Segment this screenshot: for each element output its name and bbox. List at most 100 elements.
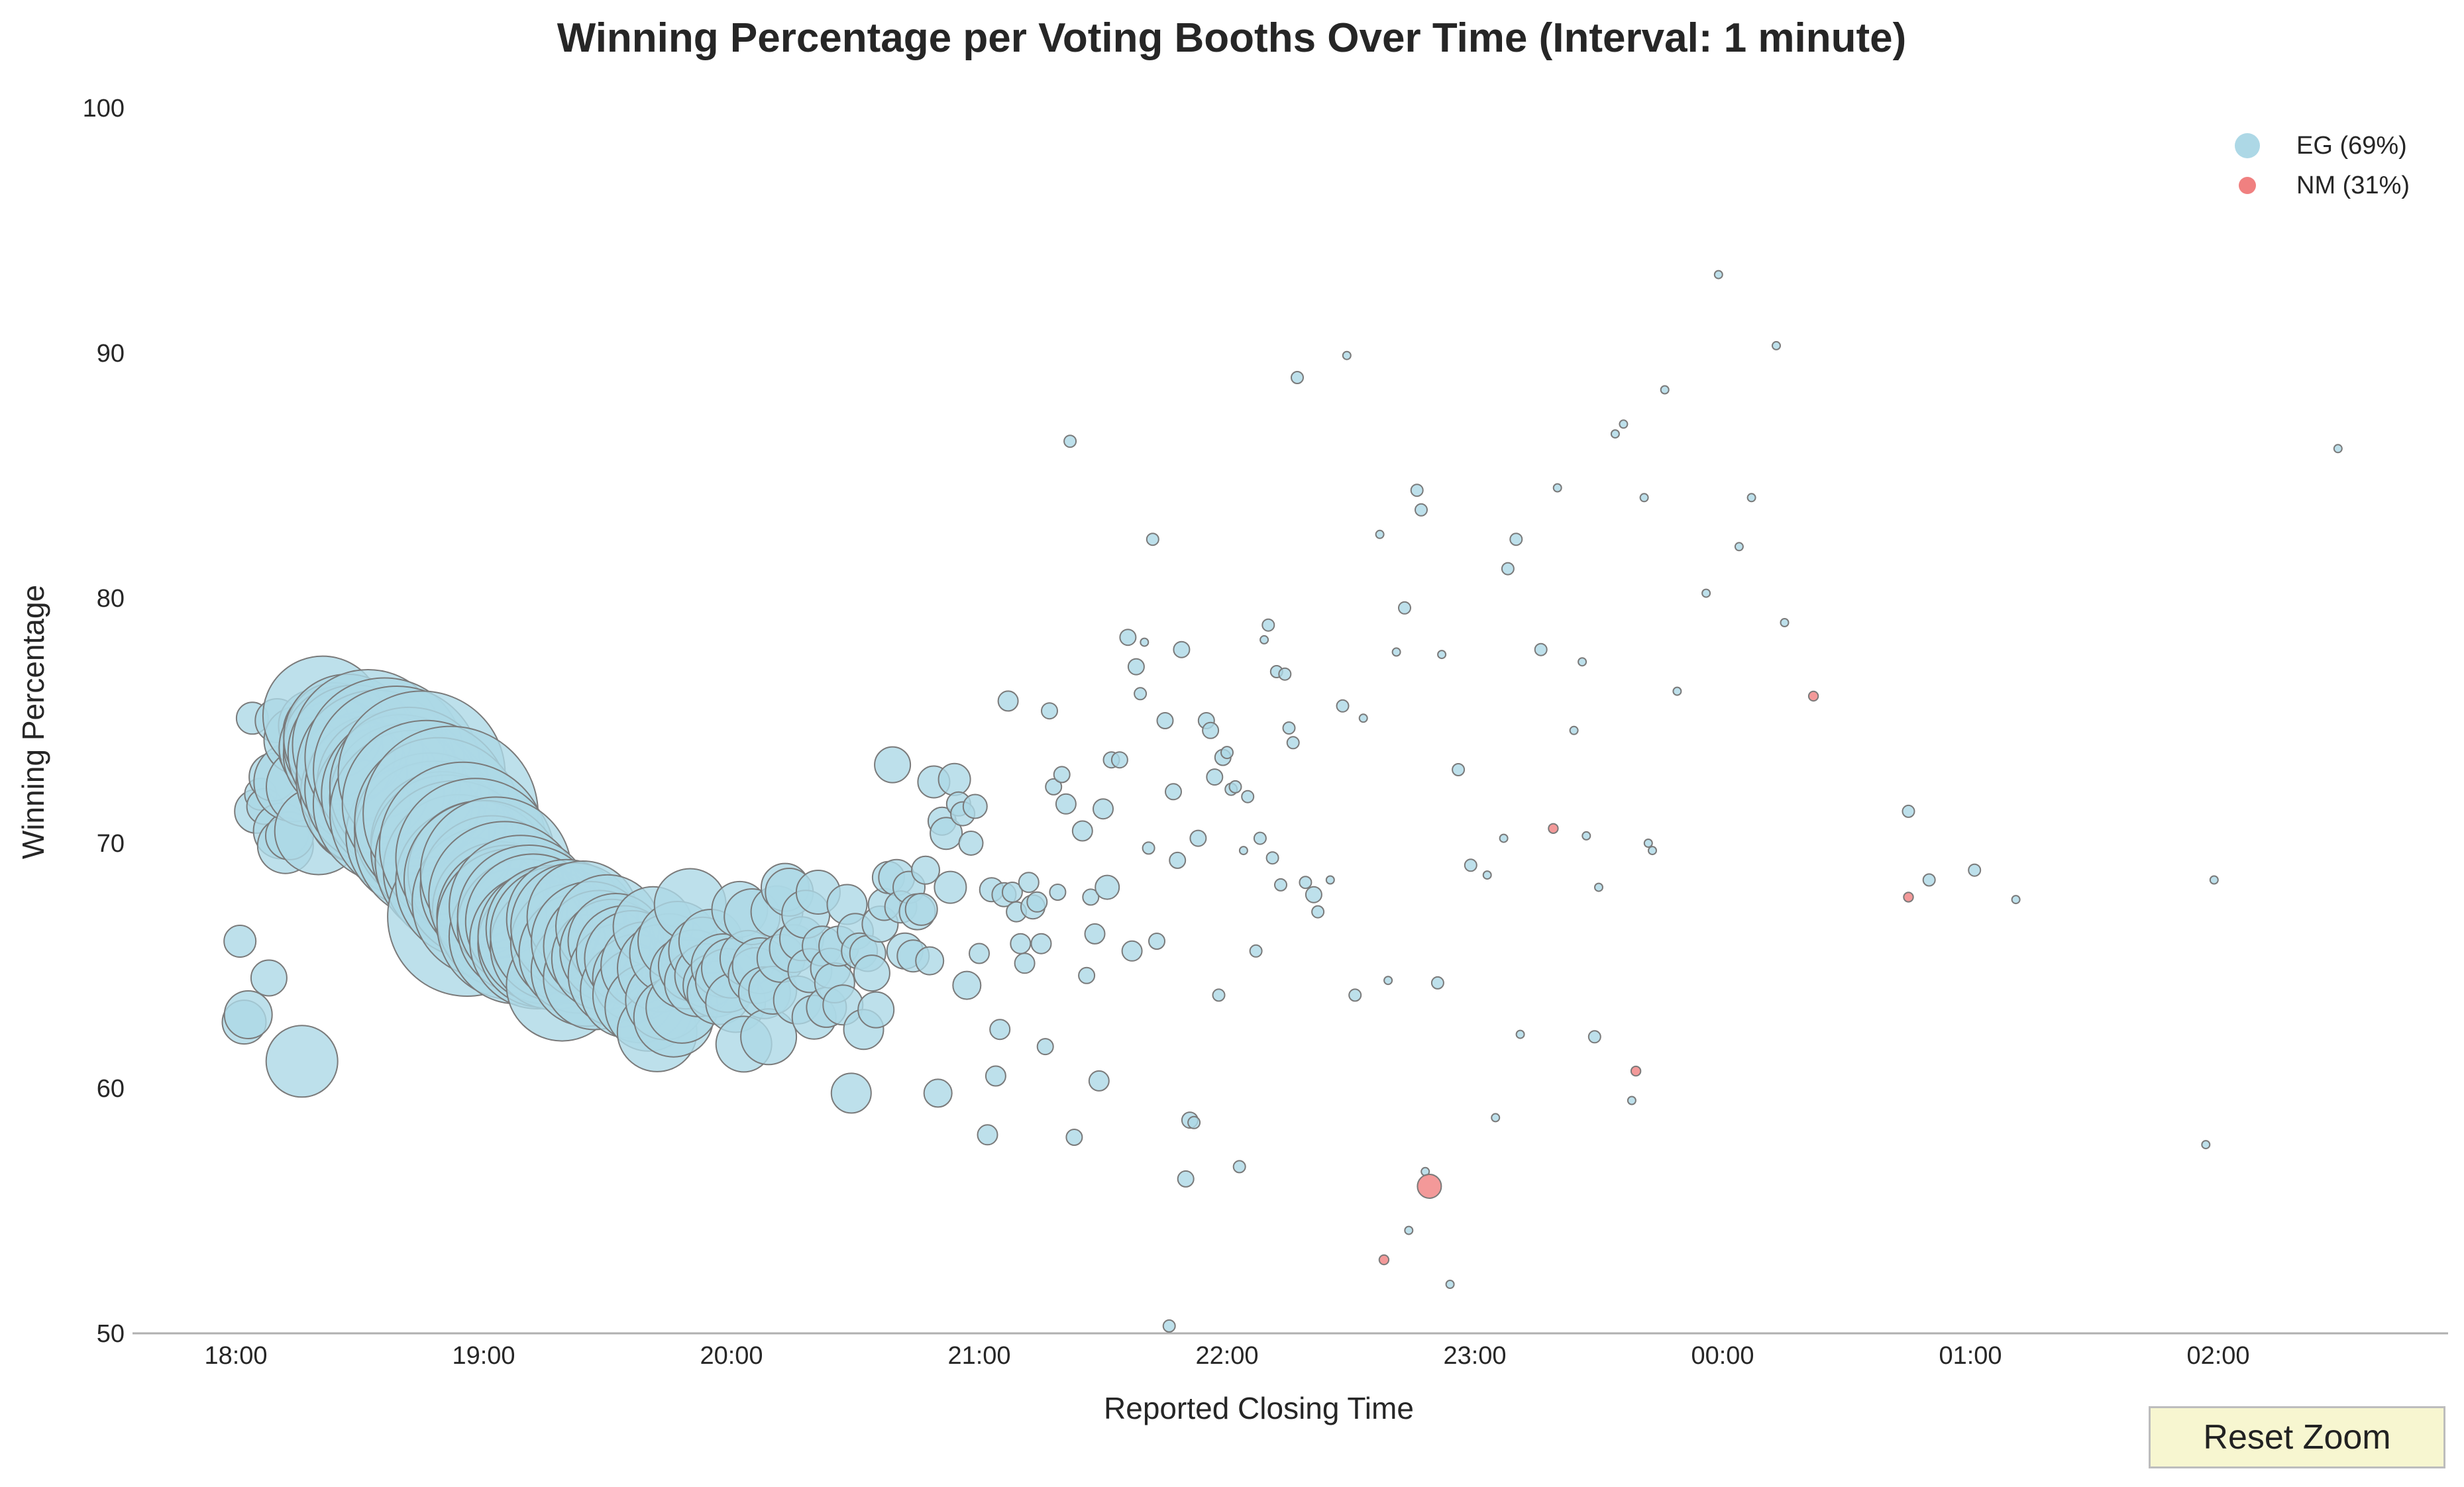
data-point — [1026, 891, 1048, 913]
data-point — [1501, 562, 1515, 576]
data-point — [1630, 1065, 1642, 1077]
data-point — [1515, 1029, 1525, 1039]
y-tick-label: 70 — [97, 830, 125, 858]
data-point — [1253, 831, 1267, 845]
legend-marker-nm — [2239, 177, 2256, 194]
data-point — [1162, 1319, 1176, 1333]
data-point — [1417, 1174, 1442, 1199]
data-point — [2201, 1140, 2211, 1150]
data-point — [1437, 650, 1447, 660]
data-point — [223, 990, 273, 1039]
data-point — [1903, 892, 1914, 903]
data-point — [1581, 831, 1591, 841]
data-point — [1030, 933, 1052, 954]
data-point — [1336, 699, 1350, 713]
data-point — [1587, 1030, 1601, 1044]
y-tick-label: 100 — [83, 95, 125, 123]
y-tick-label: 60 — [97, 1075, 125, 1103]
data-point — [915, 946, 945, 976]
data-point — [1220, 746, 1234, 760]
data-point — [1093, 798, 1114, 820]
data-point — [1578, 657, 1587, 667]
data-point — [1643, 839, 1653, 848]
data-point — [1491, 1113, 1501, 1123]
data-point — [1041, 702, 1058, 720]
data-point — [1206, 768, 1224, 786]
reset-zoom-button[interactable]: Reset Zoom — [2149, 1406, 2445, 1468]
data-point — [1391, 647, 1401, 657]
data-point — [1134, 687, 1148, 701]
y-tick-label: 80 — [97, 585, 125, 613]
data-point — [2209, 875, 2219, 885]
data-point — [1375, 529, 1385, 539]
data-point — [1286, 736, 1300, 750]
data-point — [265, 1025, 339, 1098]
y-tick-label: 90 — [97, 340, 125, 368]
data-point — [923, 1078, 953, 1108]
data-point — [1127, 658, 1145, 676]
data-point — [1119, 629, 1137, 646]
x-tick-label: 22:00 — [1195, 1342, 1258, 1370]
data-point — [1084, 923, 1106, 945]
legend: EG (69%) NM (31%) — [2235, 132, 2410, 199]
data-point — [1548, 823, 1559, 835]
legend-marker-eg — [2235, 133, 2260, 158]
data-point — [1259, 635, 1269, 644]
data-point — [1146, 533, 1159, 546]
data-point — [1238, 846, 1248, 856]
data-point — [853, 954, 890, 992]
data-point — [934, 870, 967, 904]
data-point — [1534, 642, 1548, 656]
data-point — [1065, 1129, 1083, 1146]
data-point — [997, 690, 1019, 712]
data-point — [1049, 884, 1067, 901]
data-point — [952, 970, 982, 1000]
data-point — [1121, 940, 1143, 962]
data-point — [1342, 350, 1352, 360]
x-tick-label: 18:00 — [204, 1342, 267, 1370]
x-axis-ticks: 18:00 19:00 20:00 21:00 22:00 23:00 00:00 01:00… — [204, 1342, 2249, 1370]
data-point — [962, 794, 988, 819]
series-nm-points — [1378, 690, 1914, 1266]
data-point — [1968, 863, 1982, 877]
data-point — [1078, 966, 1096, 984]
data-point — [1452, 763, 1466, 776]
x-tick-label: 19:00 — [452, 1342, 515, 1370]
data-point — [250, 959, 288, 997]
data-point — [1509, 533, 1523, 546]
data-point — [1383, 976, 1393, 986]
data-point — [1282, 721, 1296, 735]
data-point — [1142, 841, 1155, 855]
y-axis-label: Winning Percentage — [16, 585, 50, 859]
data-point — [911, 855, 940, 885]
data-point — [1734, 542, 1744, 552]
data-point — [830, 1072, 872, 1114]
data-point — [1594, 882, 1603, 892]
y-tick-label: 50 — [97, 1320, 125, 1348]
data-point — [1173, 641, 1191, 658]
data-point — [1445, 1280, 1455, 1289]
x-axis-label: Reported Closing Time — [1104, 1391, 1414, 1425]
data-point — [1415, 503, 1428, 517]
data-point — [1261, 618, 1275, 632]
data-point — [1482, 870, 1492, 880]
data-point — [1291, 371, 1304, 384]
y-axis-ticks: 50 60 70 80 90 100 — [83, 95, 125, 1348]
data-point — [1552, 483, 1562, 493]
data-point — [1701, 588, 1711, 598]
data-point — [1228, 780, 1242, 794]
data-point — [937, 762, 971, 796]
data-point — [1902, 804, 1915, 818]
data-point — [930, 817, 963, 850]
data-point — [1464, 858, 1477, 872]
data-point — [874, 746, 912, 784]
data-point — [1619, 419, 1629, 429]
data-point — [977, 1124, 998, 1146]
data-point — [904, 892, 938, 926]
data-point — [1014, 952, 1036, 974]
data-point — [1036, 1038, 1054, 1056]
data-point — [969, 943, 990, 964]
data-point — [1499, 833, 1509, 843]
data-point — [1212, 988, 1226, 1002]
data-point — [1807, 690, 1819, 702]
